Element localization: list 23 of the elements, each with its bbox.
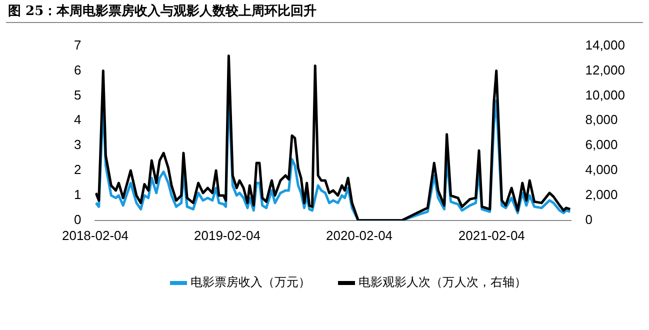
y2-tick-label: 8,000 xyxy=(585,112,618,128)
x-tick-label: 2018-02-04 xyxy=(62,228,128,243)
y-tick-label: 0 xyxy=(74,212,82,227)
y-tick-label: 5 xyxy=(74,87,82,102)
y2-tick-label: 14,000 xyxy=(585,37,626,52)
y2-tick-label: 12,000 xyxy=(585,62,626,78)
y2-tick-label: 0 xyxy=(585,212,592,227)
y2-tick-label: 2,000 xyxy=(585,187,618,202)
y-tick-label: 7 xyxy=(74,37,82,52)
legend-label: 电影票房收入（万元） xyxy=(190,275,310,290)
x-tick-label: 2021-02-04 xyxy=(458,228,525,243)
y-tick-label: 2 xyxy=(74,162,82,178)
x-tick-label: 2019-02-04 xyxy=(194,228,261,243)
y-tick-label: 6 xyxy=(74,62,82,78)
x-tick-label: 2020-02-04 xyxy=(326,228,393,243)
y2-tick-label: 6,000 xyxy=(585,137,618,152)
legend-label: 电影观影人次（万人次，右轴） xyxy=(358,275,526,290)
chart-title: 图 25：本周电影票房收入与观影人数较上周环比回升 xyxy=(8,2,317,20)
y-tick-label: 1 xyxy=(74,187,82,202)
y2-tick-label: 4,000 xyxy=(585,162,618,178)
y-tick-label: 3 xyxy=(74,137,82,152)
y2-tick-label: 10,000 xyxy=(585,87,626,102)
y-tick-label: 4 xyxy=(74,112,82,128)
